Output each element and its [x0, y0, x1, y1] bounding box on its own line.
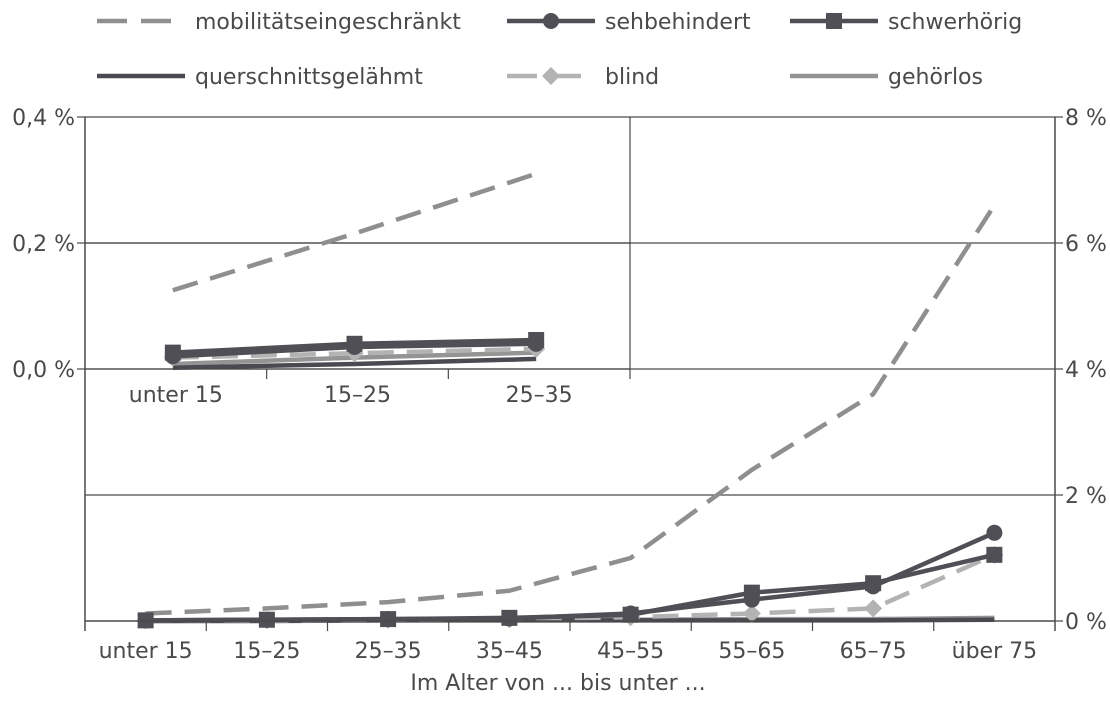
inset-series-mobilitaetseingeschraenkt: [172, 171, 537, 293]
inset-series-sehbehindert: [164, 335, 545, 365]
main-x-tick-label: 35–45: [476, 639, 543, 664]
axes: 0 % 2 % 4 % 6 % 8 % 0,0 % 0,2 % 0,4 % unter 15 15…: [12, 106, 1107, 664]
inset-point-sehbehindert: [528, 335, 545, 352]
inset-line-mobilitaetseingeschraenkt: [172, 171, 537, 293]
main-x-tick-label: 15–25: [233, 639, 300, 664]
main-point-sehbehindert: [380, 611, 397, 628]
inset-line-querschnittsgelaehmt: [172, 356, 537, 370]
main-gridlines: [85, 116, 1055, 496]
main-x-tick-label: über 75: [952, 639, 1037, 664]
main-point-blind: [742, 604, 761, 623]
main-point-schwerhoerig: [986, 546, 1003, 563]
legend-label: sehbehindert: [605, 10, 751, 35]
legend-label: blind: [605, 65, 659, 90]
main-y-tick-label: 6 %: [1065, 232, 1107, 257]
main-y-tick-label: 8 %: [1065, 106, 1107, 131]
main-x-tick-label: 25–35: [355, 639, 422, 664]
legend-item-schwerhoerig: schwerhörig: [790, 10, 1022, 35]
inset-x-tick-label: 15–25: [324, 383, 391, 408]
legend-item-gehoerlos: gehörlos: [790, 65, 983, 90]
legend-marker: [543, 13, 559, 29]
legend: mobilitätseingeschränkt sehbehindert schwe…: [97, 10, 1022, 90]
legend-item-sehbehindert: sehbehindert: [507, 10, 751, 35]
main-series-mobilitaetseingeschraenkt: [145, 203, 997, 616]
main-point-sehbehindert: [986, 524, 1003, 541]
legend-marker: [542, 67, 560, 85]
inset-x-tick-label: unter 15: [129, 383, 223, 408]
main-x-tick-label: 55–65: [718, 639, 785, 664]
main-point-sehbehindert: [743, 591, 760, 608]
main-line-mobilitaetseingeschraenkt: [145, 203, 997, 616]
main-y-tick-label: 2 %: [1065, 484, 1107, 509]
legend-label: schwerhörig: [888, 10, 1022, 35]
legend-label: querschnittsgelähmt: [195, 65, 423, 90]
main-series-group: [136, 203, 1004, 630]
main-point-sehbehindert: [622, 605, 639, 622]
main-point-sehbehindert: [258, 611, 275, 628]
legend-marker: [826, 13, 842, 29]
legend-item-querschnittsgelaehmt: querschnittsgelähmt: [97, 65, 423, 90]
inset-series-querschnittsgelaehmt: [172, 356, 537, 370]
inset-y-tick-label: 0,4 %: [12, 106, 75, 131]
main-point-sehbehindert: [501, 610, 518, 627]
legend-label: gehörlos: [888, 65, 983, 90]
inset-series-group: [163, 171, 546, 370]
main-point-blind: [864, 599, 883, 618]
inset-x-tick-label: 25–35: [506, 383, 573, 408]
main-line-sehbehindert: [145, 530, 996, 623]
inset-y-tick-label: 0,0 %: [12, 358, 75, 383]
legend-item-mobilitaetseingeschraenkt: mobilitätseingeschränkt: [97, 10, 461, 35]
legend-label: mobilitätseingeschränkt: [195, 10, 461, 35]
main-series-sehbehindert: [137, 524, 1003, 629]
main-x-tick-label: unter 15: [99, 639, 193, 664]
main-x-tick-label: 65–75: [840, 639, 907, 664]
x-axis-title: Im Alter von ... bis unter ...: [410, 671, 705, 696]
main-y-tick-label: 0 %: [1065, 610, 1107, 635]
main-point-sehbehindert: [865, 578, 882, 595]
main-y-tick-label: 4 %: [1065, 358, 1107, 383]
inset-y-tick-label: 0,2 %: [12, 232, 75, 257]
inset-point-sehbehindert: [164, 348, 181, 365]
inset-point-sehbehindert: [346, 338, 363, 355]
legend-item-blind: blind: [507, 65, 659, 90]
main-x-tick-label: 45–55: [597, 639, 664, 664]
